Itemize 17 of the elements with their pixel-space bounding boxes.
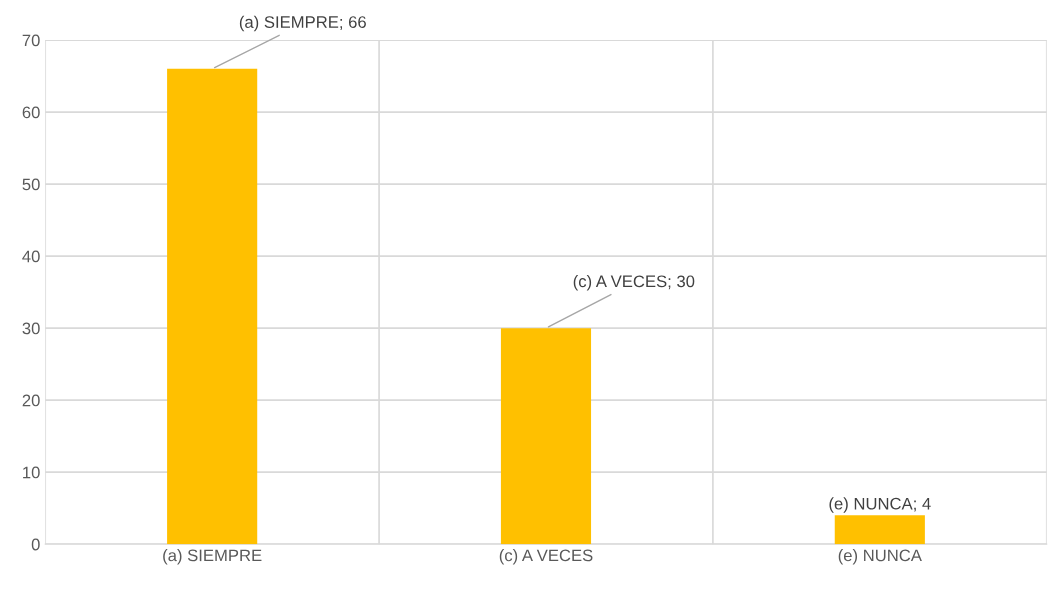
data-label: (e) NUNCA; 4 <box>829 497 931 513</box>
y-tick-label: 60 <box>22 106 40 119</box>
x-tick-label: (e) NUNCA <box>838 549 922 565</box>
x-tick-label: (c) A VECES <box>499 549 593 565</box>
data-label: (a) SIEMPRE; 66 <box>239 15 366 32</box>
y-tick-label: 0 <box>31 538 40 551</box>
y-tick-label: 40 <box>22 250 40 263</box>
y-tick-label: 20 <box>22 394 40 407</box>
bar <box>834 515 925 545</box>
y-tick-label: 50 <box>22 178 40 191</box>
bar <box>500 328 592 545</box>
x-tick-label: (a) SIEMPRE <box>163 549 262 565</box>
y-tick-label: 10 <box>23 466 40 479</box>
y-tick-label: 70 <box>22 34 40 47</box>
data-label: (c) A VECES; 30 <box>573 274 695 291</box>
bar <box>167 68 258 545</box>
y-tick-label: 30 <box>22 322 40 335</box>
